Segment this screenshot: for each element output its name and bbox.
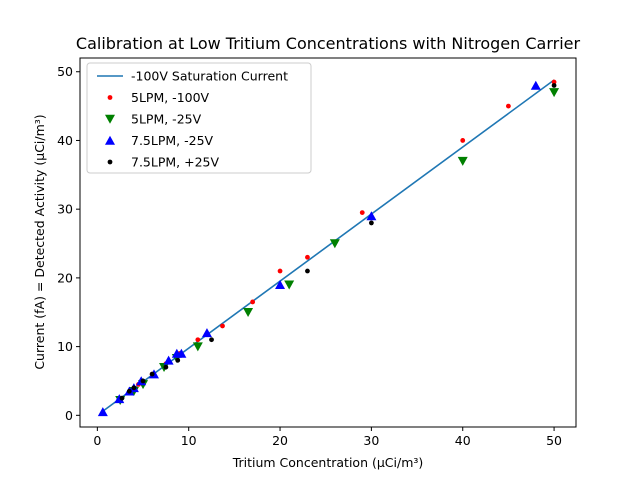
data-point-5lpm-25v	[243, 307, 254, 317]
data-point-5lpm-100v	[195, 337, 201, 343]
data-point-7-5lpm-25v	[119, 395, 125, 401]
series-layer	[97, 79, 560, 417]
data-point-7-5lpm-25v	[140, 378, 146, 384]
legend-entry-5lpm-100v: 5LPM, -100V	[107, 90, 210, 105]
data-point-7-5lpm-25v	[366, 211, 377, 221]
legend-label: 7.5LPM, -25V	[131, 133, 214, 148]
legend-label: 5LPM, -25V	[131, 112, 202, 127]
data-point-5lpm-25v	[329, 239, 340, 249]
legend-label: 5LPM, -100V	[131, 90, 210, 105]
data-point-7-5lpm-25v	[209, 337, 214, 343]
axes-frame	[79, 57, 577, 428]
data-point-5lpm-100v	[305, 254, 310, 260]
legend-entry-7-5lpm-25v: 7.5LPM, -25V	[105, 133, 214, 148]
data-point-5lpm-100v	[277, 268, 283, 274]
data-point-7-5lpm-25v	[163, 355, 174, 365]
data-point-7-5lpm-25v	[175, 357, 181, 363]
legend-marker-handle	[107, 159, 113, 165]
data-point-5lpm-25v	[457, 156, 468, 166]
data-point-7-5lpm-25v	[126, 388, 132, 394]
data-point-7-5lpm-25v	[131, 385, 137, 391]
legend: -100V Saturation Current 5LPM, -100V 5LPM,…	[86, 62, 312, 174]
y-tick-label: 50	[57, 64, 73, 79]
data-point-7-5lpm-25v	[114, 394, 125, 404]
data-point-5lpm-100v	[250, 299, 256, 305]
data-point-7-5lpm-25v	[176, 348, 187, 358]
x-tick-label: 50	[546, 433, 562, 448]
data-point-5lpm-100v	[506, 103, 511, 109]
data-point-5lpm-100v	[220, 323, 225, 329]
legend-items: -100V Saturation Current 5LPM, -100V 5LPM,…	[97, 69, 288, 170]
data-point-5lpm-25v	[549, 88, 560, 98]
data-point-5lpm-100v	[551, 79, 557, 85]
x-tick-label: 10	[181, 433, 197, 448]
chart-title: Calibration at Low Tritium Concentration…	[76, 34, 581, 53]
series-7-5lpm-25v	[119, 83, 557, 401]
data-point-7-5lpm-25v	[149, 371, 155, 377]
y-tick-label: 40	[57, 133, 73, 148]
y-axis-label: Current (fA) = Detected Activity (µCi/m³…	[32, 114, 47, 369]
y-axis-ticks: 0 10 20 30 40 50	[57, 64, 80, 423]
x-tick-label: 40	[455, 433, 471, 448]
x-axis-ticks: 0 10 20 30 40 50	[93, 427, 562, 448]
data-point-7-5lpm-25v	[530, 80, 541, 90]
y-tick-label: 0	[65, 408, 73, 423]
data-point-7-5lpm-25v	[551, 83, 557, 88]
data-point-7-5lpm-25v	[275, 280, 286, 290]
data-point-7-5lpm-25v	[305, 268, 310, 274]
x-tick-label: 0	[93, 433, 101, 448]
x-tick-label: 20	[272, 433, 288, 448]
legend-entry-5lpm-25v: 5LPM, -25V	[105, 112, 202, 127]
plot-area: 0 10 20 30 40 50 0 10 20 30 40 50	[57, 57, 577, 448]
data-point-5lpm-25v	[192, 342, 203, 352]
data-point-7-5lpm-25v	[97, 407, 108, 417]
legend-entry-100v-saturation-current: -100V Saturation Current	[97, 69, 288, 84]
legend-marker-handle	[105, 135, 115, 145]
legend-entry-7-5lpm-25v: 7.5LPM, +25V	[107, 155, 219, 170]
data-point-7-5lpm-25v	[201, 328, 212, 338]
x-axis-label: Tritium Concentration (µCi/m³)	[232, 455, 424, 470]
data-point-5lpm-25v	[284, 280, 295, 290]
legend-frame	[86, 62, 312, 174]
data-point-7-5lpm-25v	[368, 220, 374, 226]
legend-label: -100V Saturation Current	[131, 69, 288, 84]
y-tick-label: 10	[57, 339, 73, 354]
data-point-5lpm-100v	[359, 210, 365, 216]
legend-label: 7.5LPM, +25V	[131, 155, 219, 170]
data-point-5lpm-100v	[460, 138, 466, 143]
y-tick-label: 20	[57, 270, 73, 285]
legend-marker-handle	[105, 114, 115, 124]
y-tick-label: 30	[57, 202, 73, 217]
legend-marker-handle	[107, 95, 113, 100]
data-point-7-5lpm-25v	[163, 364, 169, 370]
x-tick-label: 30	[363, 433, 379, 448]
